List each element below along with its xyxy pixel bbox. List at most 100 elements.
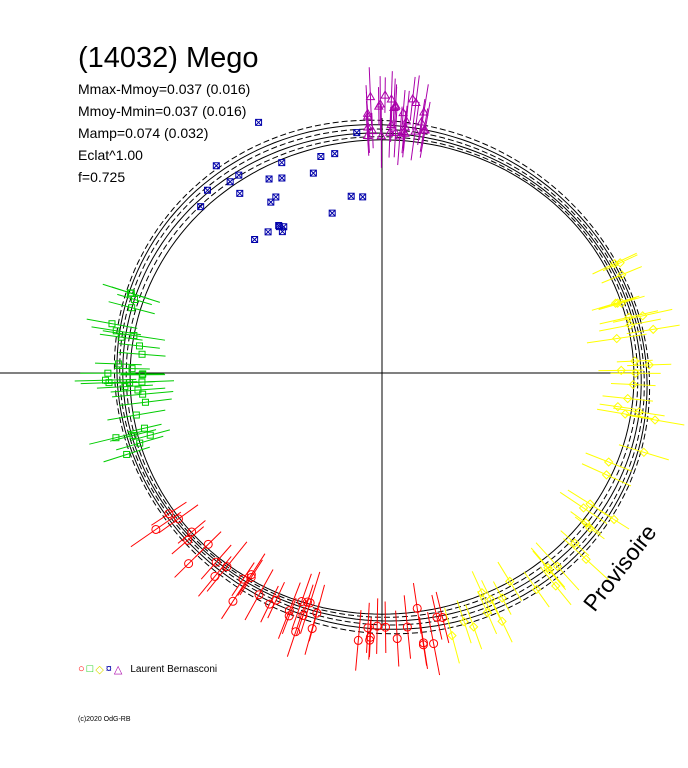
error-bar xyxy=(602,254,638,272)
diamond-marker xyxy=(505,576,515,587)
error-bar xyxy=(601,266,642,284)
diamond-marker xyxy=(459,617,469,627)
error-bar xyxy=(111,286,150,300)
error-bar xyxy=(419,623,428,666)
error-bar xyxy=(206,541,248,592)
square-marker xyxy=(135,342,143,350)
error-bar xyxy=(116,435,164,451)
error-bar xyxy=(592,252,637,275)
stat-mmax-mmoy: Mmax-Mmoy=0.037 (0.016) xyxy=(78,81,251,97)
error-bar xyxy=(444,607,460,664)
error-bar xyxy=(465,604,483,650)
error-bar xyxy=(130,511,182,548)
error-bar xyxy=(239,559,263,596)
error-bar xyxy=(402,90,410,151)
error-bar xyxy=(267,582,285,619)
legend-triangle-icon: △ xyxy=(113,663,123,676)
error-bar xyxy=(355,610,362,671)
model-curve xyxy=(119,128,645,626)
star-marker xyxy=(317,152,325,160)
star-marker xyxy=(347,192,355,200)
circle-marker xyxy=(246,572,256,582)
error-bar xyxy=(171,526,205,555)
diamond-marker xyxy=(477,588,487,598)
error-bar xyxy=(390,106,393,142)
error-bar xyxy=(585,452,632,472)
circle-marker xyxy=(402,622,412,632)
circle-marker xyxy=(305,598,315,608)
square-marker xyxy=(104,369,112,377)
diamond-marker xyxy=(615,258,625,268)
square-marker xyxy=(121,383,129,391)
error-bar xyxy=(497,561,523,601)
square-marker xyxy=(132,411,140,419)
model-curve xyxy=(113,119,651,635)
error-bar xyxy=(91,326,142,336)
error-bar xyxy=(114,367,150,370)
error-bar xyxy=(403,595,412,659)
error-bar xyxy=(618,444,669,461)
circle-marker xyxy=(412,603,422,613)
diamond-marker xyxy=(581,517,591,528)
square-marker xyxy=(136,439,144,447)
square-marker xyxy=(108,320,116,328)
error-bar xyxy=(625,414,685,426)
diamond-marker xyxy=(612,333,622,344)
diamond-marker xyxy=(634,407,644,417)
star-marker xyxy=(272,193,280,201)
error-bar xyxy=(532,550,567,591)
error-bar xyxy=(99,333,143,341)
error-bar xyxy=(108,301,155,315)
triangle-marker xyxy=(390,127,401,136)
error-bar xyxy=(574,516,605,540)
error-bar xyxy=(300,571,321,634)
square-marker xyxy=(134,386,142,394)
error-bar xyxy=(118,351,166,357)
circle-marker xyxy=(173,514,183,524)
triangle-marker xyxy=(407,93,418,103)
circle-marker xyxy=(312,608,322,618)
legend-observer: Laurent Bernasconi xyxy=(130,663,218,675)
circle-marker xyxy=(203,539,213,549)
square-marker xyxy=(138,350,146,358)
error-bar xyxy=(221,583,245,620)
error-bar xyxy=(174,549,203,578)
circle-marker xyxy=(372,621,382,631)
triangle-marker xyxy=(362,130,373,140)
star-marker xyxy=(359,193,367,201)
error-bar xyxy=(491,600,513,643)
star-marker xyxy=(197,203,205,211)
legend-square-icon: □ xyxy=(86,663,94,675)
diamond-marker xyxy=(623,393,633,404)
error-bar xyxy=(409,76,416,121)
error-bar xyxy=(560,530,590,557)
circle-marker xyxy=(211,557,221,567)
stat-eclat: Eclat^1.00 xyxy=(78,147,143,163)
triangle-marker xyxy=(385,127,395,136)
error-bar xyxy=(410,101,420,161)
error-bar xyxy=(559,491,608,525)
error-bar xyxy=(158,504,199,534)
circle-marker xyxy=(432,612,442,622)
error-bar xyxy=(393,107,398,158)
diamond-marker xyxy=(585,499,595,509)
square-marker xyxy=(138,371,146,379)
error-bar xyxy=(598,369,644,372)
error-bar xyxy=(616,359,653,363)
error-bar xyxy=(200,544,232,580)
triangle-marker xyxy=(410,126,420,135)
error-bar xyxy=(419,101,431,158)
error-bar xyxy=(96,384,153,389)
error-bar xyxy=(471,571,493,615)
square-marker xyxy=(138,378,146,386)
error-bar xyxy=(613,407,665,417)
diamond-marker xyxy=(468,622,479,632)
diamond-marker xyxy=(497,616,507,627)
circle-marker xyxy=(307,624,317,634)
legend-star-icon: ¤ xyxy=(105,663,112,675)
star-marker xyxy=(264,228,272,236)
error-bar xyxy=(89,430,143,445)
diamond-marker xyxy=(625,320,635,330)
diamond-marker xyxy=(650,415,660,425)
diamond-marker xyxy=(630,368,641,378)
